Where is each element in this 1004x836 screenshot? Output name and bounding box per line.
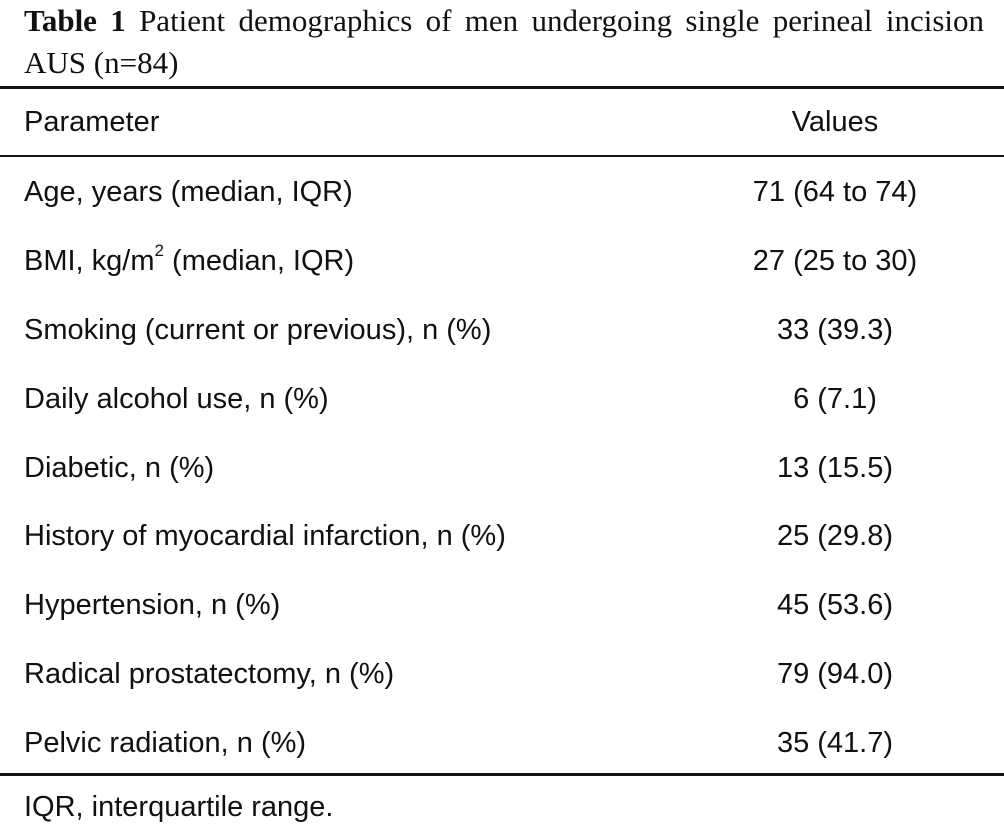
table-top-rule: [0, 86, 1004, 89]
row-parameter: Smoking (current or previous), n (%): [24, 313, 492, 346]
table-row: Smoking (current or previous), n (%) 33 …: [0, 296, 1004, 365]
row-value: 27 (25 to 30): [752, 244, 918, 277]
table-row: History of myocardial infarction, n (%) …: [0, 502, 1004, 571]
table-row: Radical prostatectomy, n (%) 79 (94.0): [0, 640, 1004, 709]
table-row: Hypertension, n (%) 45 (53.6): [0, 571, 1004, 640]
table-bottom-rule: [0, 773, 1004, 776]
table-header-row: Parameter Values: [0, 89, 1004, 155]
row-parameter: BMI, kg/m2 (median, IQR): [24, 227, 354, 296]
row-parameter: Age, years (median, IQR): [24, 176, 353, 208]
table-caption: Table 1 Patient demographics of men unde…: [24, 0, 984, 84]
row-value: 25 (29.8): [776, 520, 894, 553]
row-parameter: Daily alcohol use, n (%): [24, 382, 329, 415]
table-row: BMI, kg/m2 (median, IQR) 27 (25 to 30): [0, 227, 1004, 296]
row-parameter-superscript: 2: [154, 241, 164, 261]
row-parameter-text: BMI, kg/m: [24, 244, 155, 277]
table-header-rule: [0, 155, 1004, 157]
row-parameter: Radical prostatectomy, n (%): [24, 658, 395, 691]
row-parameter-suffix: (median, IQR): [163, 244, 355, 277]
header-values: Values: [791, 106, 879, 138]
row-parameter: Pelvic radiation, n (%): [24, 727, 307, 760]
row-value: 45 (53.6): [776, 589, 894, 622]
table-row: Diabetic, n (%) 13 (15.5): [0, 434, 1004, 503]
row-value: 6 (7.1): [793, 382, 877, 415]
row-value: 71 (64 to 74): [752, 176, 918, 208]
row-value: 35 (41.7): [776, 727, 894, 760]
table-footnote: IQR, interquartile range.: [24, 791, 334, 823]
table-row: Age, years (median, IQR) 71 (64 to 74): [0, 158, 1004, 227]
row-parameter: Diabetic, n (%): [24, 451, 215, 484]
row-parameter: History of myocardial infarction, n (%): [24, 520, 506, 553]
table-row: Daily alcohol use, n (%) 6 (7.1): [0, 365, 1004, 434]
row-value: 13 (15.5): [776, 451, 894, 484]
table-body: Age, years (median, IQR) 71 (64 to 74) B…: [0, 158, 1004, 778]
table-label: Table 1: [24, 3, 126, 38]
row-value: 33 (39.3): [776, 313, 894, 346]
row-parameter: Hypertension, n (%): [24, 589, 281, 622]
header-parameter: Parameter: [24, 106, 160, 138]
row-value: 79 (94.0): [776, 658, 894, 691]
table-title: Patient demographics of men undergoing s…: [24, 3, 985, 80]
table-row: Pelvic radiation, n (%) 35 (41.7): [0, 709, 1004, 778]
